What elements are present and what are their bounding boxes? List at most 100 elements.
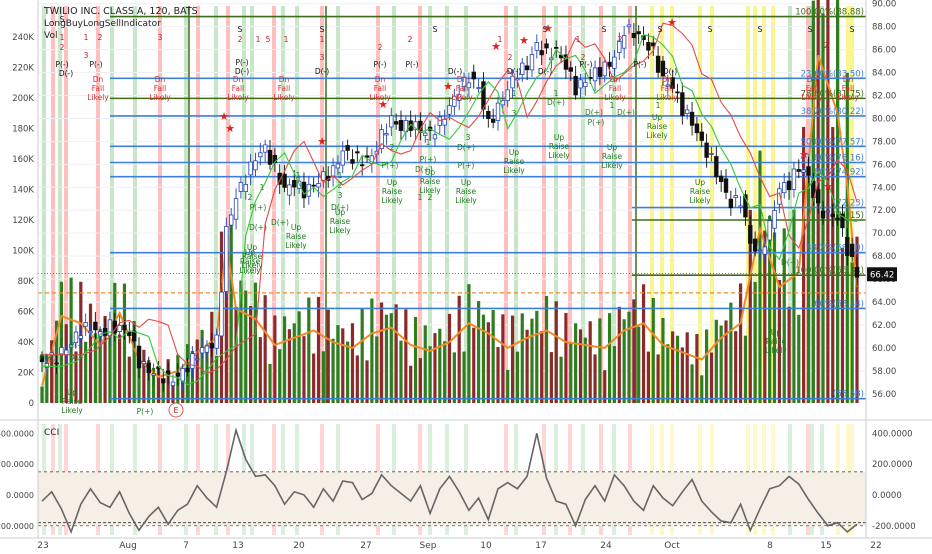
candle-body: [185, 367, 190, 373]
candle-body: [714, 156, 719, 178]
volume-bar: [646, 351, 650, 403]
signal-text: Up: [461, 178, 471, 187]
signal-marker: D(-): [448, 67, 462, 76]
volume-bar: [253, 282, 258, 403]
candle-body: [102, 328, 108, 336]
signal-marker: D(-): [538, 67, 552, 76]
time-tick-label: 10: [480, 541, 492, 550]
volume-tick-label: 240K: [12, 33, 34, 43]
candle-body: [379, 129, 384, 150]
signal-marker: P(+): [382, 161, 399, 170]
time-tick-label: 8: [767, 541, 773, 550]
volume-bar: [709, 352, 714, 403]
candle-body: [432, 134, 438, 140]
signal-text: Up: [245, 248, 255, 257]
signal-band: [504, 6, 508, 403]
candle-body: [83, 322, 88, 327]
trend-line: [42, 34, 858, 386]
signal-band: [42, 6, 46, 403]
signal-text: Raise: [382, 187, 403, 196]
candle-body: [248, 161, 253, 176]
last-price-tag: [867, 267, 897, 282]
signal-band: [64, 6, 68, 403]
volume-bar: [457, 295, 461, 403]
level-label: 100.00%(66.34): [795, 266, 864, 276]
volume-bar: [787, 306, 791, 403]
signal-marker: S: [602, 25, 607, 34]
candle-body: [743, 194, 748, 218]
candle-body: [617, 40, 622, 53]
signal-text: Fall: [232, 84, 244, 93]
signal-text: Up: [554, 133, 564, 142]
candle-body: [204, 345, 210, 353]
signal-marker: 5: [266, 35, 271, 44]
volume-bar: [278, 349, 282, 403]
signal-band: [771, 6, 775, 403]
volume-tick-label: 160K: [12, 155, 34, 165]
signal-text: Likely: [239, 266, 261, 275]
chart-title: TWILIO INC. CLASS A, 120, BATS: [44, 6, 198, 17]
candle-body: [59, 347, 64, 355]
signal-text: Fall: [374, 84, 386, 93]
price-tick-label: 72.00: [872, 206, 896, 216]
volume-bar: [583, 337, 587, 403]
signal-text: Raise: [504, 157, 525, 166]
signal-marker: 1: [260, 183, 265, 192]
time-tick-label: 24: [600, 541, 612, 550]
signal-text: Likely: [765, 346, 787, 355]
time-tick-label: Aug: [119, 541, 137, 550]
candle-body: [578, 79, 583, 89]
volume-bar: [777, 279, 781, 403]
signal-text: Raise: [62, 397, 83, 406]
volume-bar: [447, 313, 452, 403]
signal-text: Fall: [842, 84, 854, 93]
volume-bar: [850, 262, 854, 403]
signal-text: Likely: [801, 93, 823, 102]
volume-bar: [622, 319, 626, 403]
volume-bar: [98, 328, 102, 403]
level-label: 50.00%(77.57): [801, 137, 864, 147]
volume-bar: [491, 310, 495, 403]
level-label: .60%(63.44): [811, 299, 864, 309]
signal-marker: 3: [338, 191, 343, 200]
cci-tick-label: 0.0000: [872, 491, 902, 501]
cci-label[interactable]: CCI: [44, 428, 60, 438]
signal-text: Dn: [279, 75, 290, 84]
indicator-label[interactable]: LongBuyLongSellIndicator: [44, 19, 161, 29]
volume-bar: [612, 346, 617, 403]
volume-bar: [263, 295, 267, 403]
signal-marker: S: [808, 25, 813, 34]
volume-label[interactable]: Vol: [44, 31, 58, 41]
star-marker: ★: [823, 180, 833, 193]
candle-body: [39, 355, 45, 363]
signal-marker: S: [543, 25, 548, 34]
volume-bar: [331, 338, 335, 403]
signal-marker: 2: [618, 35, 623, 44]
volume-bar: [443, 341, 447, 403]
candle-body: [573, 76, 578, 96]
volume-bar: [680, 347, 684, 403]
volume-bar: [598, 318, 602, 403]
signal-text: Up: [335, 208, 345, 217]
candle-body: [73, 331, 79, 344]
level-label: (71.15): [833, 211, 864, 221]
candle-body: [704, 142, 709, 158]
signal-marker: D(+): [457, 143, 475, 152]
candle-body: [636, 31, 641, 35]
volume-bar: [530, 318, 534, 403]
time-tick-label: Oct: [664, 541, 680, 550]
volume-tick-label: 120K: [12, 216, 34, 226]
signal-text: Raise: [240, 257, 261, 266]
signal-text: Raise: [690, 187, 711, 196]
volume-bar: [535, 310, 539, 403]
candle-body: [335, 163, 341, 169]
candle-body: [709, 153, 714, 155]
signal-marker: 1: [426, 138, 431, 147]
time-tick-label: 22: [870, 541, 881, 550]
candle-body: [466, 82, 472, 89]
volume-bar: [690, 364, 694, 403]
candle-body: [728, 198, 734, 209]
signal-band: [599, 6, 603, 403]
signal-text: Dn: [93, 75, 104, 84]
